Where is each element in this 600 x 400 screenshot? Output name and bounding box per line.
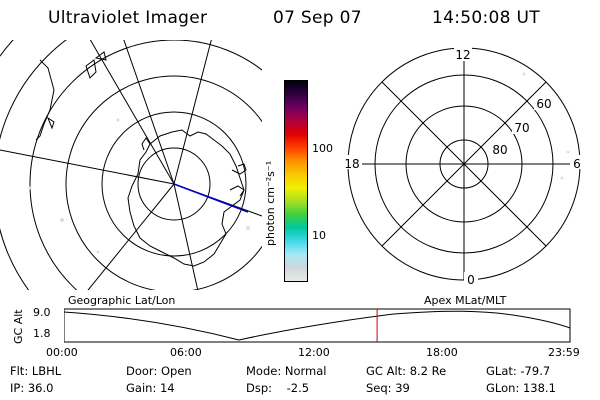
- status-ip: IP: 36.0: [10, 381, 54, 395]
- status-gc-alt: GC Alt: 8.2 Re: [366, 364, 447, 378]
- lat-circle: [137, 147, 211, 221]
- mlat-label-60: 60: [536, 97, 551, 111]
- lat-circle: [65, 75, 262, 290]
- time-tick-1200: 12:00: [298, 346, 330, 359]
- lon-line: [0, 149, 175, 185]
- time-label: 14:50:08 UT: [432, 8, 540, 28]
- antarctica-coastline: [127, 129, 245, 267]
- mlt-line: [381, 81, 547, 247]
- south-america-coastline: [35, 59, 55, 141]
- mlat-label-70: 70: [514, 121, 529, 135]
- status-door: Door: Open: [126, 364, 192, 378]
- lat-circle: [101, 111, 247, 257]
- time-tick-2359: 23:59: [548, 346, 580, 359]
- left-panel-caption: Geographic Lat/Lon: [68, 294, 176, 307]
- island-outline: [46, 116, 55, 130]
- lat-circle: [29, 40, 262, 290]
- altitude-plot: [64, 308, 571, 343]
- altitude-ytick-low: 1.8: [33, 327, 51, 340]
- mlat-mlt-polar-plot: 12 18 6 0 60 70 80: [342, 47, 584, 287]
- lon-line: [173, 40, 212, 185]
- colorbar: [284, 80, 308, 282]
- altitude-ytick-high: 9.0: [33, 306, 51, 319]
- status-gain: Gain: 14: [126, 381, 175, 395]
- geographic-map: [0, 40, 262, 290]
- status-seq: Seq: 39: [366, 381, 410, 395]
- status-mode: Mode: Normal: [246, 364, 327, 378]
- lat-circle: [0, 40, 14, 57]
- colorbar-tick-10: 10: [312, 229, 326, 242]
- peninsula-coastline: [141, 137, 151, 151]
- status-glon: GLon: 138.1: [486, 381, 556, 395]
- right-panel-caption: Apex MLat/MLT: [424, 294, 507, 307]
- time-tick-0600: 06:00: [170, 346, 202, 359]
- coastline-detail: [229, 185, 245, 197]
- lon-line: [87, 183, 175, 290]
- lon-line: [173, 183, 199, 290]
- instrument-title: Ultraviolet Imager: [48, 8, 208, 28]
- time-tick-1800: 18:00: [426, 346, 458, 359]
- lon-line: [123, 40, 175, 185]
- colorbar-tick-100: 100: [312, 142, 333, 155]
- island-outline: [94, 51, 107, 61]
- island-outline: [85, 59, 97, 79]
- colorbar-unit-label: photon cm⁻²s⁻¹: [264, 160, 277, 246]
- coastline-detail: [231, 163, 247, 175]
- altitude-axis-title: GC Alt: [12, 309, 25, 344]
- mlt-label-12: 12: [455, 48, 470, 62]
- time-tick-0000: 00:00: [46, 346, 78, 359]
- status-filter: Flt: LBHL: [10, 364, 62, 378]
- mlt-label-18: 18: [344, 157, 359, 171]
- lon-line: [89, 40, 175, 185]
- lat-circle: [0, 40, 67, 290]
- altitude-plot-frame: [64, 308, 571, 343]
- satellite-track: [173, 183, 249, 213]
- mlt-label-0: 0: [467, 273, 475, 287]
- altitude-curve: [64, 310, 571, 341]
- mlt-label-6: 6: [573, 157, 581, 171]
- date-label: 07 Sep 07: [273, 8, 362, 28]
- status-glat: GLat: -79.7: [486, 364, 551, 378]
- mlat-label-80: 80: [492, 143, 507, 157]
- status-dsp: Dsp: -2.5: [246, 381, 310, 395]
